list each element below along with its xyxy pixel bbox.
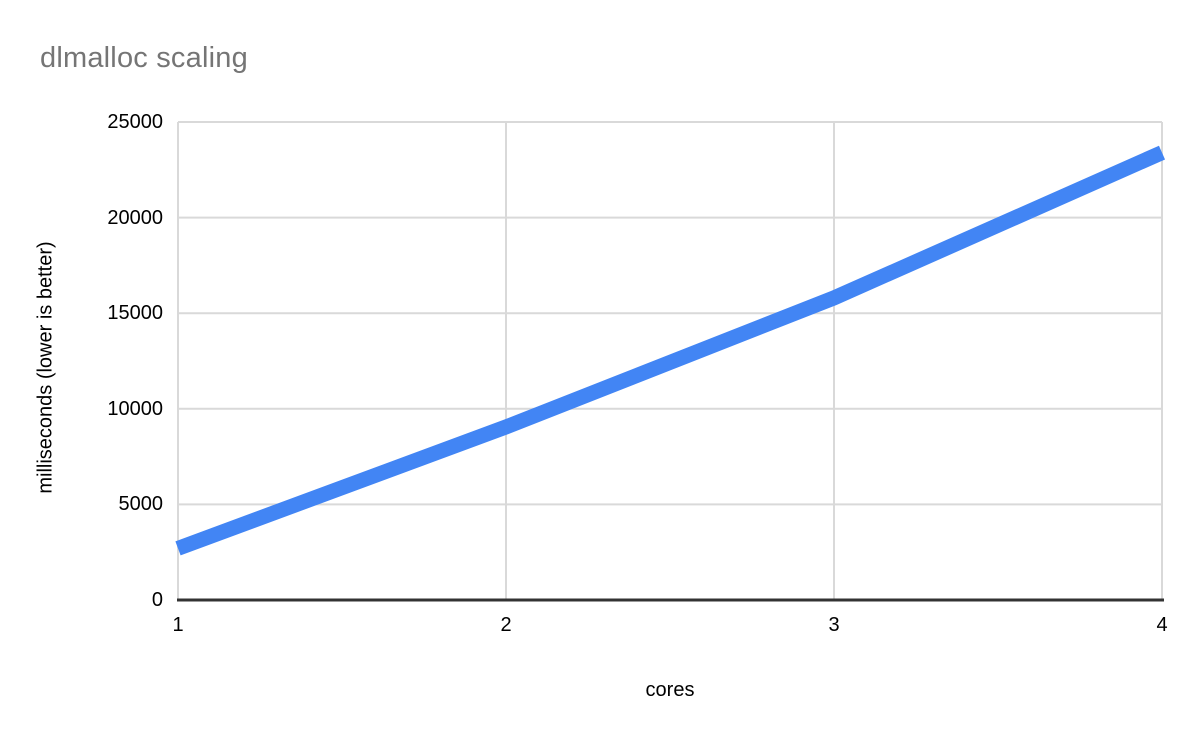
x-tick-label: 1: [172, 614, 184, 636]
y-tick-label: 0: [151, 589, 163, 611]
y-tick-label: 20000: [107, 206, 163, 229]
chart-title: dlmalloc scaling: [40, 42, 248, 74]
x-tick-label: 4: [1156, 614, 1168, 636]
y-tick-label: 5000: [118, 493, 164, 516]
gridlines: [177, 121, 1163, 600]
y-tick-label: 15000: [107, 302, 163, 325]
x-tick-label: 2: [500, 614, 512, 636]
x-axis-title: cores: [645, 679, 695, 701]
y-tick-label: 25000: [107, 111, 163, 133]
x-tick-label: 3: [828, 614, 840, 636]
y-axis-title: milliseconds (lower is better): [34, 241, 57, 494]
y-tick-label: 10000: [107, 397, 163, 420]
series-line: [175, 145, 1166, 556]
